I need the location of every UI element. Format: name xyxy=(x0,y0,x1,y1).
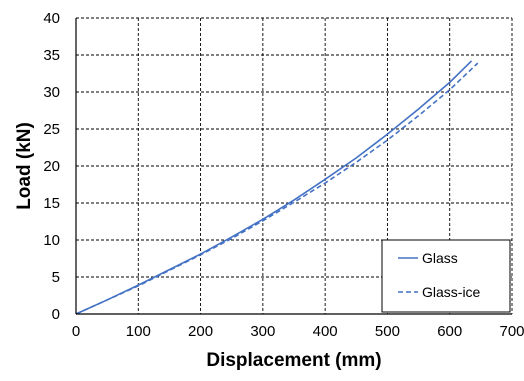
x-tick-label: 600 xyxy=(437,323,462,340)
series-line-glass-ice xyxy=(75,62,479,315)
legend-label-glass-ice: Glass-ice xyxy=(422,284,481,300)
y-tick-label: 40 xyxy=(43,10,60,27)
x-tick-label: 700 xyxy=(499,323,524,340)
tick-labels: 0 100 200 300 400 500 600 700 0 5 10 15 20 25 30 35 40 xyxy=(43,10,524,340)
x-tick-label: 300 xyxy=(250,323,275,340)
legend: Glass Glass-ice xyxy=(381,239,511,313)
legend-box xyxy=(381,239,511,313)
y-tick-label: 30 xyxy=(43,84,60,101)
axes xyxy=(75,18,512,315)
series-lines xyxy=(75,60,479,315)
x-tick-label: 200 xyxy=(188,323,213,340)
legend-label-glass: Glass xyxy=(422,250,458,266)
y-tick-label: 10 xyxy=(43,232,60,249)
y-tick-label: 5 xyxy=(52,269,60,286)
y-tick-label: 35 xyxy=(43,47,60,64)
x-axis-title: Displacement (mm) xyxy=(206,350,381,371)
y-tick-label: 25 xyxy=(43,121,60,138)
grid-lines xyxy=(76,17,513,314)
x-tick-label: 400 xyxy=(313,323,338,340)
x-tick-label: 500 xyxy=(375,323,400,340)
y-tick-label: 0 xyxy=(52,306,60,323)
y-tick-label: 20 xyxy=(43,158,60,175)
y-tick-label: 15 xyxy=(43,195,60,212)
x-tick-label: 100 xyxy=(126,323,151,340)
x-tick-label: 0 xyxy=(72,323,80,340)
y-axis-title: Load (kN) xyxy=(14,122,35,210)
